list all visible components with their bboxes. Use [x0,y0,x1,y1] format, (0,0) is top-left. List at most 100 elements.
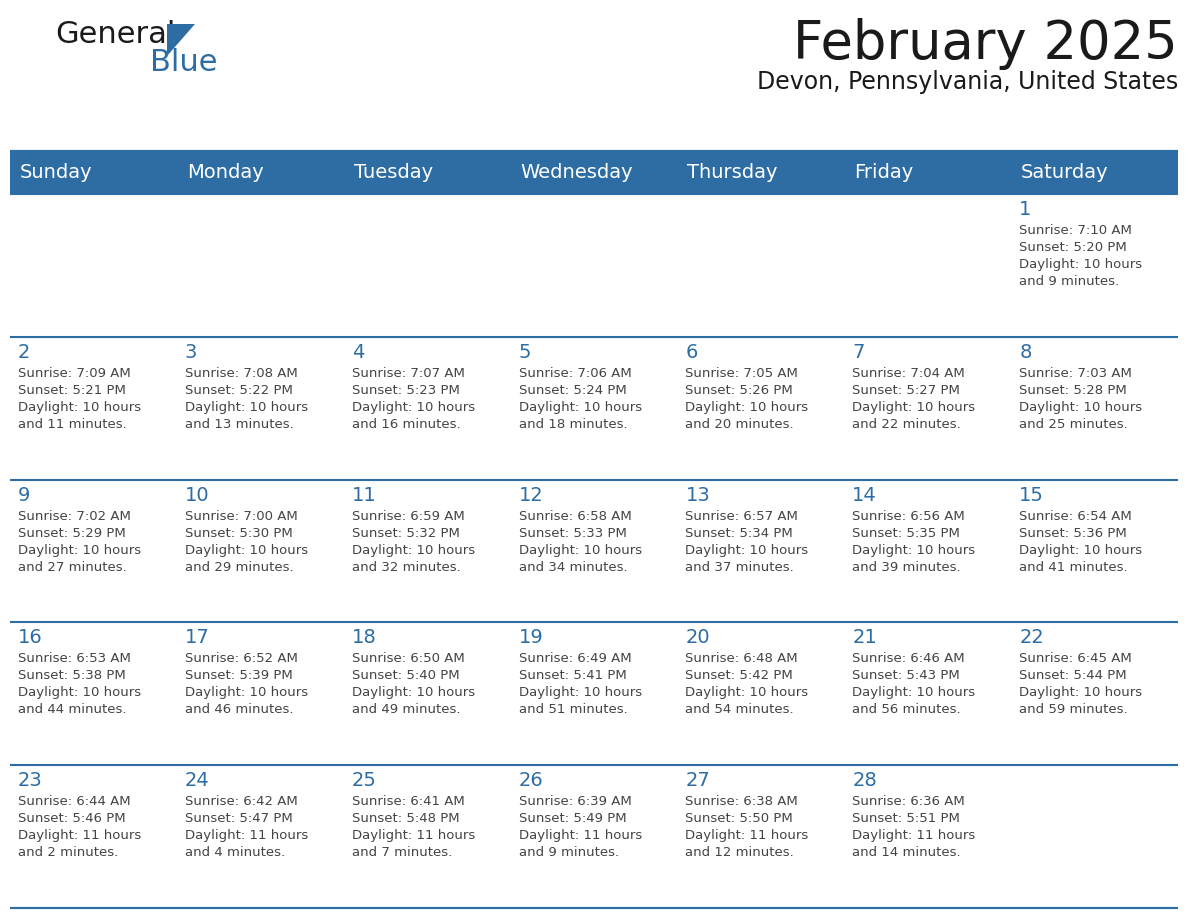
Text: Sunset: 5:36 PM: Sunset: 5:36 PM [1019,527,1127,540]
Text: and 22 minutes.: and 22 minutes. [852,418,961,431]
Text: Sunrise: 7:00 AM: Sunrise: 7:00 AM [185,509,298,522]
Text: Daylight: 11 hours: Daylight: 11 hours [352,829,475,842]
Bar [677,479,845,622]
Text: Daylight: 10 hours: Daylight: 10 hours [352,687,475,700]
Text: Friday: Friday [854,163,914,183]
Text: Sunset: 5:20 PM: Sunset: 5:20 PM [1019,241,1127,254]
Bar [177,194,343,337]
Text: Sunrise: 7:04 AM: Sunrise: 7:04 AM [852,367,965,380]
Text: Sunrise: 6:58 AM: Sunrise: 6:58 AM [519,509,631,522]
Text: and 9 minutes.: and 9 minutes. [1019,275,1119,288]
Text: Sunset: 5:28 PM: Sunset: 5:28 PM [1019,384,1127,397]
Text: Sunset: 5:41 PM: Sunset: 5:41 PM [519,669,626,682]
Text: and 20 minutes.: and 20 minutes. [685,418,794,431]
Text: Sunrise: 6:50 AM: Sunrise: 6:50 AM [352,653,465,666]
Text: Sunrise: 6:45 AM: Sunrise: 6:45 AM [1019,653,1132,666]
Text: 5: 5 [519,342,531,362]
Text: Daylight: 10 hours: Daylight: 10 hours [519,687,642,700]
Text: Daylight: 10 hours: Daylight: 10 hours [685,401,809,414]
Text: Tuesday: Tuesday [354,163,432,183]
Text: and 16 minutes.: and 16 minutes. [352,418,460,431]
Text: Sunset: 5:33 PM: Sunset: 5:33 PM [519,527,626,540]
Text: Sunrise: 6:39 AM: Sunrise: 6:39 AM [519,795,631,808]
Bar [10,766,177,908]
Text: and 41 minutes.: and 41 minutes. [1019,561,1127,574]
Text: Sunset: 5:35 PM: Sunset: 5:35 PM [852,527,960,540]
Bar [177,479,343,622]
Bar [1011,622,1178,766]
Text: Daylight: 10 hours: Daylight: 10 hours [18,401,141,414]
Text: Daylight: 10 hours: Daylight: 10 hours [18,543,141,556]
Text: Sunrise: 6:38 AM: Sunrise: 6:38 AM [685,795,798,808]
Text: 26: 26 [519,771,543,790]
Text: Sunset: 5:46 PM: Sunset: 5:46 PM [18,812,126,825]
Text: Sunset: 5:23 PM: Sunset: 5:23 PM [352,384,460,397]
Text: Sunrise: 7:08 AM: Sunrise: 7:08 AM [185,367,298,380]
Bar [677,622,845,766]
Text: Daylight: 10 hours: Daylight: 10 hours [1019,543,1143,556]
Bar [511,766,677,908]
Text: and 27 minutes.: and 27 minutes. [18,561,127,574]
Text: 10: 10 [185,486,209,505]
Bar [343,194,511,337]
Bar [845,194,1011,337]
Text: Daylight: 10 hours: Daylight: 10 hours [352,401,475,414]
Text: 16: 16 [18,629,43,647]
Text: Saturday: Saturday [1022,163,1108,183]
Text: Sunset: 5:32 PM: Sunset: 5:32 PM [352,527,460,540]
Bar [177,622,343,766]
Text: Sunset: 5:24 PM: Sunset: 5:24 PM [519,384,626,397]
Bar [343,337,511,479]
Text: Daylight: 10 hours: Daylight: 10 hours [852,543,975,556]
Text: Sunrise: 7:06 AM: Sunrise: 7:06 AM [519,367,631,380]
Text: Daylight: 10 hours: Daylight: 10 hours [185,687,308,700]
Text: 8: 8 [1019,342,1031,362]
Bar [677,766,845,908]
Text: Daylight: 10 hours: Daylight: 10 hours [352,543,475,556]
Text: Sunset: 5:49 PM: Sunset: 5:49 PM [519,812,626,825]
Text: Sunrise: 6:42 AM: Sunrise: 6:42 AM [185,795,298,808]
Text: Sunrise: 7:05 AM: Sunrise: 7:05 AM [685,367,798,380]
Text: Daylight: 10 hours: Daylight: 10 hours [185,543,308,556]
Text: Daylight: 11 hours: Daylight: 11 hours [519,829,642,842]
Text: Blue: Blue [150,48,217,77]
Bar [845,479,1011,622]
Text: and 56 minutes.: and 56 minutes. [852,703,961,716]
Text: Sunset: 5:38 PM: Sunset: 5:38 PM [18,669,126,682]
Text: Sunset: 5:48 PM: Sunset: 5:48 PM [352,812,460,825]
Text: Sunset: 5:43 PM: Sunset: 5:43 PM [852,669,960,682]
Bar [677,337,845,479]
Text: and 9 minutes.: and 9 minutes. [519,846,619,859]
Text: Sunset: 5:42 PM: Sunset: 5:42 PM [685,669,794,682]
Bar [845,622,1011,766]
Text: Daylight: 11 hours: Daylight: 11 hours [852,829,975,842]
Text: Sunrise: 6:54 AM: Sunrise: 6:54 AM [1019,509,1132,522]
Text: and 7 minutes.: and 7 minutes. [352,846,451,859]
Text: Sunrise: 7:10 AM: Sunrise: 7:10 AM [1019,224,1132,237]
Text: and 46 minutes.: and 46 minutes. [185,703,293,716]
Text: Daylight: 10 hours: Daylight: 10 hours [685,687,809,700]
Text: and 49 minutes.: and 49 minutes. [352,703,460,716]
Text: 1: 1 [1019,200,1031,219]
Text: Daylight: 10 hours: Daylight: 10 hours [519,401,642,414]
Text: 14: 14 [852,486,877,505]
Text: Sunrise: 6:59 AM: Sunrise: 6:59 AM [352,509,465,522]
Bar [1011,194,1178,337]
Text: and 13 minutes.: and 13 minutes. [185,418,293,431]
Bar [1011,479,1178,622]
Bar [1011,337,1178,479]
Text: Sunset: 5:29 PM: Sunset: 5:29 PM [18,527,126,540]
Text: 13: 13 [685,486,710,505]
Bar [511,337,677,479]
Text: 12: 12 [519,486,543,505]
Text: 7: 7 [852,342,865,362]
Text: and 11 minutes.: and 11 minutes. [18,418,127,431]
Text: 2: 2 [18,342,31,362]
Text: 17: 17 [185,629,209,647]
Bar [10,622,177,766]
Bar [343,766,511,908]
Text: 6: 6 [685,342,697,362]
Bar [177,766,343,908]
Text: 20: 20 [685,629,710,647]
Text: and 34 minutes.: and 34 minutes. [519,561,627,574]
